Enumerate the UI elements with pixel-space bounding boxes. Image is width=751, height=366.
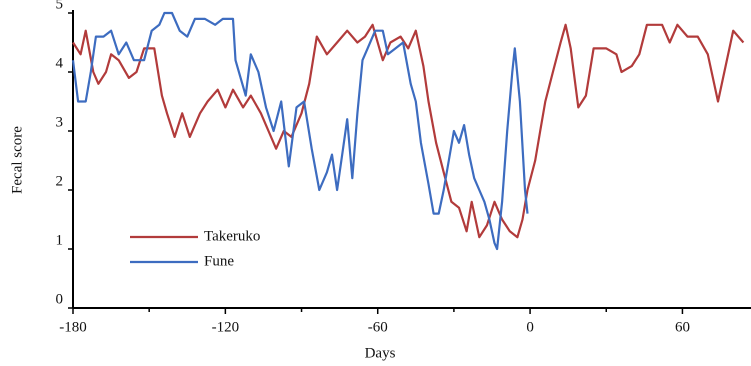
y-axis-label: Fecal score — [9, 126, 25, 194]
y-tick-label: 0 — [56, 291, 64, 307]
series-line — [71, 11, 529, 251]
x-tick-label: 60 — [675, 319, 690, 335]
series-line — [72, 23, 745, 239]
y-tick-label: 5 — [56, 0, 64, 12]
y-tick-label: 3 — [56, 114, 64, 130]
y-tick-label: 1 — [56, 232, 64, 248]
y-tick-label: 2 — [56, 173, 64, 189]
legend-label: Fune — [204, 253, 234, 269]
x-tick-label: -60 — [368, 319, 388, 335]
x-tick-label: 0 — [526, 319, 534, 335]
y-tick-label: 4 — [56, 55, 64, 71]
x-tick-label: -180 — [59, 319, 87, 335]
x-tick-label: -120 — [212, 319, 240, 335]
legend-label: Takeruko — [204, 228, 260, 244]
x-axis-label: Days — [365, 345, 396, 361]
